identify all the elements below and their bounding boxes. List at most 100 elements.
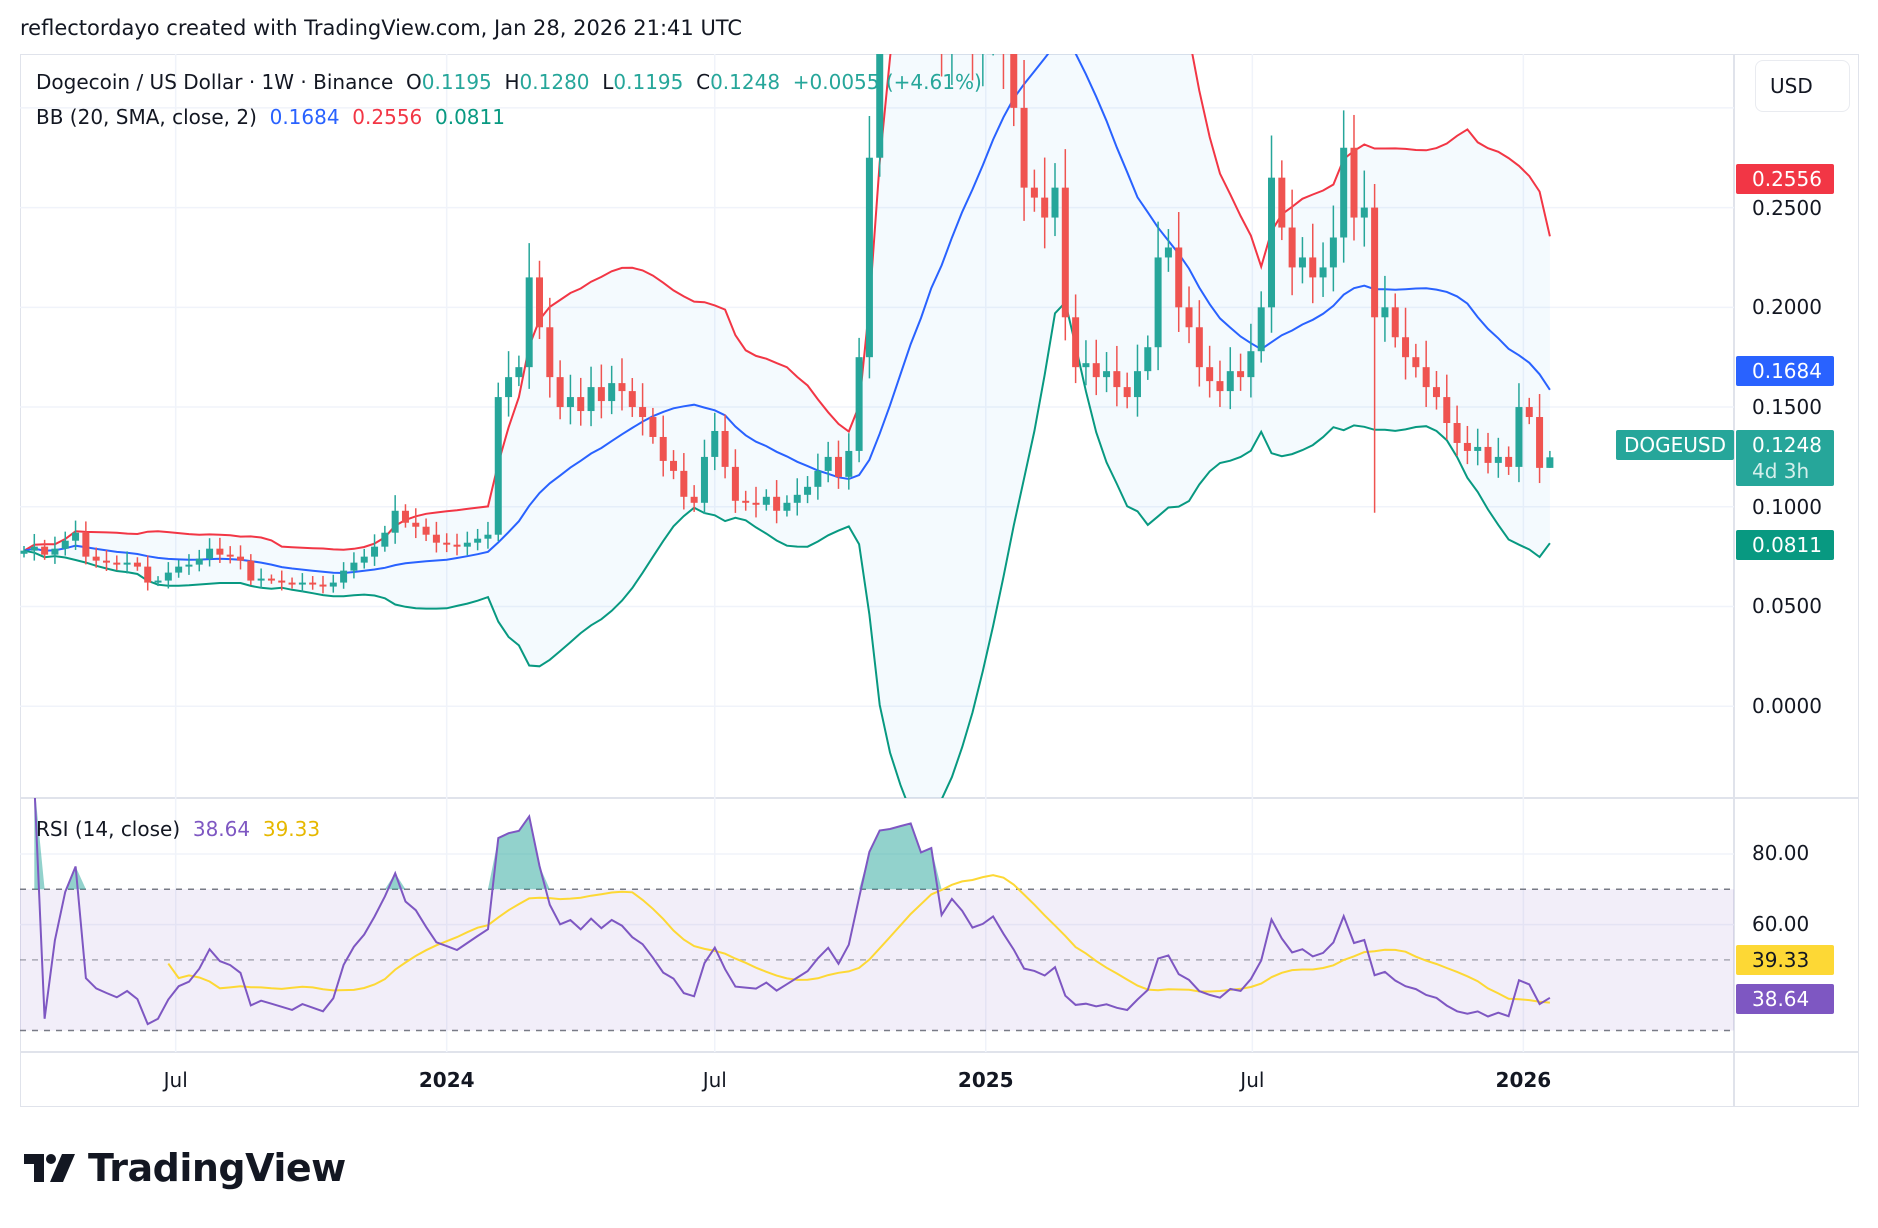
time-tick: Jul	[163, 1068, 188, 1092]
candle	[391, 495, 399, 544]
currency-button[interactable]: USD	[1755, 60, 1850, 112]
chart-frame	[20, 54, 1859, 1107]
symbol-title[interactable]: Dogecoin / US Dollar · 1W · Binance	[36, 70, 394, 94]
brand-name: TradingView	[88, 1146, 346, 1190]
candle	[536, 260, 543, 340]
candle	[463, 531, 471, 556]
symbol-badge: DOGEUSD	[1616, 430, 1734, 460]
close-label: C	[696, 70, 711, 94]
candle	[1061, 149, 1069, 341]
candle	[1329, 205, 1337, 292]
candle-body	[670, 460, 678, 471]
tradingview-logo[interactable]: TradingView	[24, 1146, 346, 1190]
rsi-label: RSI (14, close)	[36, 817, 181, 841]
candle	[381, 525, 389, 552]
candle-body	[474, 538, 482, 543]
candle-body	[401, 510, 409, 523]
candle	[1082, 340, 1090, 386]
candle-body	[1175, 247, 1183, 308]
candle	[1072, 294, 1080, 384]
candle-body	[1309, 257, 1317, 278]
bb-legend[interactable]: BB (20, SMA, close, 2) 0.1684 0.2556 0.0…	[36, 105, 505, 129]
candle	[113, 555, 121, 571]
candle-body	[865, 157, 873, 358]
candle-body	[680, 470, 688, 497]
candle	[30, 533, 38, 561]
candle-body	[1432, 387, 1440, 398]
candle	[731, 449, 739, 513]
candle	[690, 485, 698, 512]
candle	[123, 551, 131, 574]
price-tick: 0.2000	[1752, 295, 1822, 319]
candle-body	[1350, 147, 1358, 218]
last-price: 0.1248	[1752, 433, 1822, 457]
candle-body	[525, 277, 533, 368]
candle-body	[948, 0, 955, 48]
candle	[865, 116, 873, 379]
candle	[971, 54, 974, 81]
candle-body	[742, 500, 750, 503]
candle-body	[422, 526, 430, 535]
candle-body	[267, 578, 275, 581]
candle-body	[1443, 397, 1451, 424]
candle	[1103, 352, 1111, 393]
candle-body	[72, 532, 80, 541]
candle	[422, 518, 430, 542]
candle-body	[628, 391, 636, 408]
candle	[82, 521, 90, 565]
candle	[700, 439, 708, 515]
candle-body	[505, 377, 513, 398]
candle	[1010, 54, 1018, 127]
candle-body	[1505, 456, 1513, 467]
candle-body	[92, 556, 100, 561]
candle-body	[20, 550, 28, 554]
candle	[1525, 397, 1533, 425]
candle-body	[834, 456, 842, 477]
candle-body	[1278, 177, 1286, 228]
candle-body	[1257, 307, 1265, 352]
candle	[845, 433, 853, 490]
candle	[1474, 428, 1482, 466]
candle-body	[1103, 371, 1111, 378]
candle	[824, 441, 832, 483]
candle	[401, 504, 409, 528]
candle	[1216, 360, 1224, 407]
candle	[793, 478, 801, 516]
candle-body	[371, 546, 379, 557]
candle-body	[247, 560, 255, 581]
candle-body	[30, 546, 38, 551]
candle-body	[175, 566, 183, 573]
candle-body	[1092, 363, 1100, 378]
candle-body	[206, 548, 214, 559]
candle-body	[1412, 357, 1420, 368]
candle	[566, 374, 574, 425]
bb-basis-badge: 0.1684	[1736, 356, 1834, 386]
change-value: +0.0055 (+4.61%)	[792, 70, 982, 94]
candle	[206, 538, 214, 567]
candle	[1164, 229, 1172, 272]
candle-body	[1072, 317, 1080, 368]
open-value: 0.1195	[421, 70, 492, 94]
candle-body	[1030, 187, 1038, 198]
candle	[1268, 135, 1276, 333]
rsi-legend[interactable]: RSI (14, close) 38.64 39.33	[36, 817, 320, 841]
candle	[1002, 54, 1005, 90]
candle-body	[577, 397, 585, 412]
candle	[1195, 300, 1203, 387]
candle-body	[1546, 457, 1554, 468]
candle-body	[195, 558, 203, 565]
candle	[1278, 160, 1286, 241]
candle	[216, 537, 224, 563]
high-value: 0.1280	[519, 70, 590, 94]
candle-body	[1536, 417, 1544, 468]
candle	[1226, 347, 1234, 410]
candle	[1350, 114, 1358, 241]
bb-upper-badge: 0.2556	[1736, 164, 1834, 194]
candle-body	[216, 548, 224, 555]
candle	[515, 355, 523, 387]
candle	[1432, 370, 1440, 410]
candle-body	[1113, 371, 1121, 388]
candle	[1319, 242, 1327, 297]
candle-body	[793, 494, 801, 503]
